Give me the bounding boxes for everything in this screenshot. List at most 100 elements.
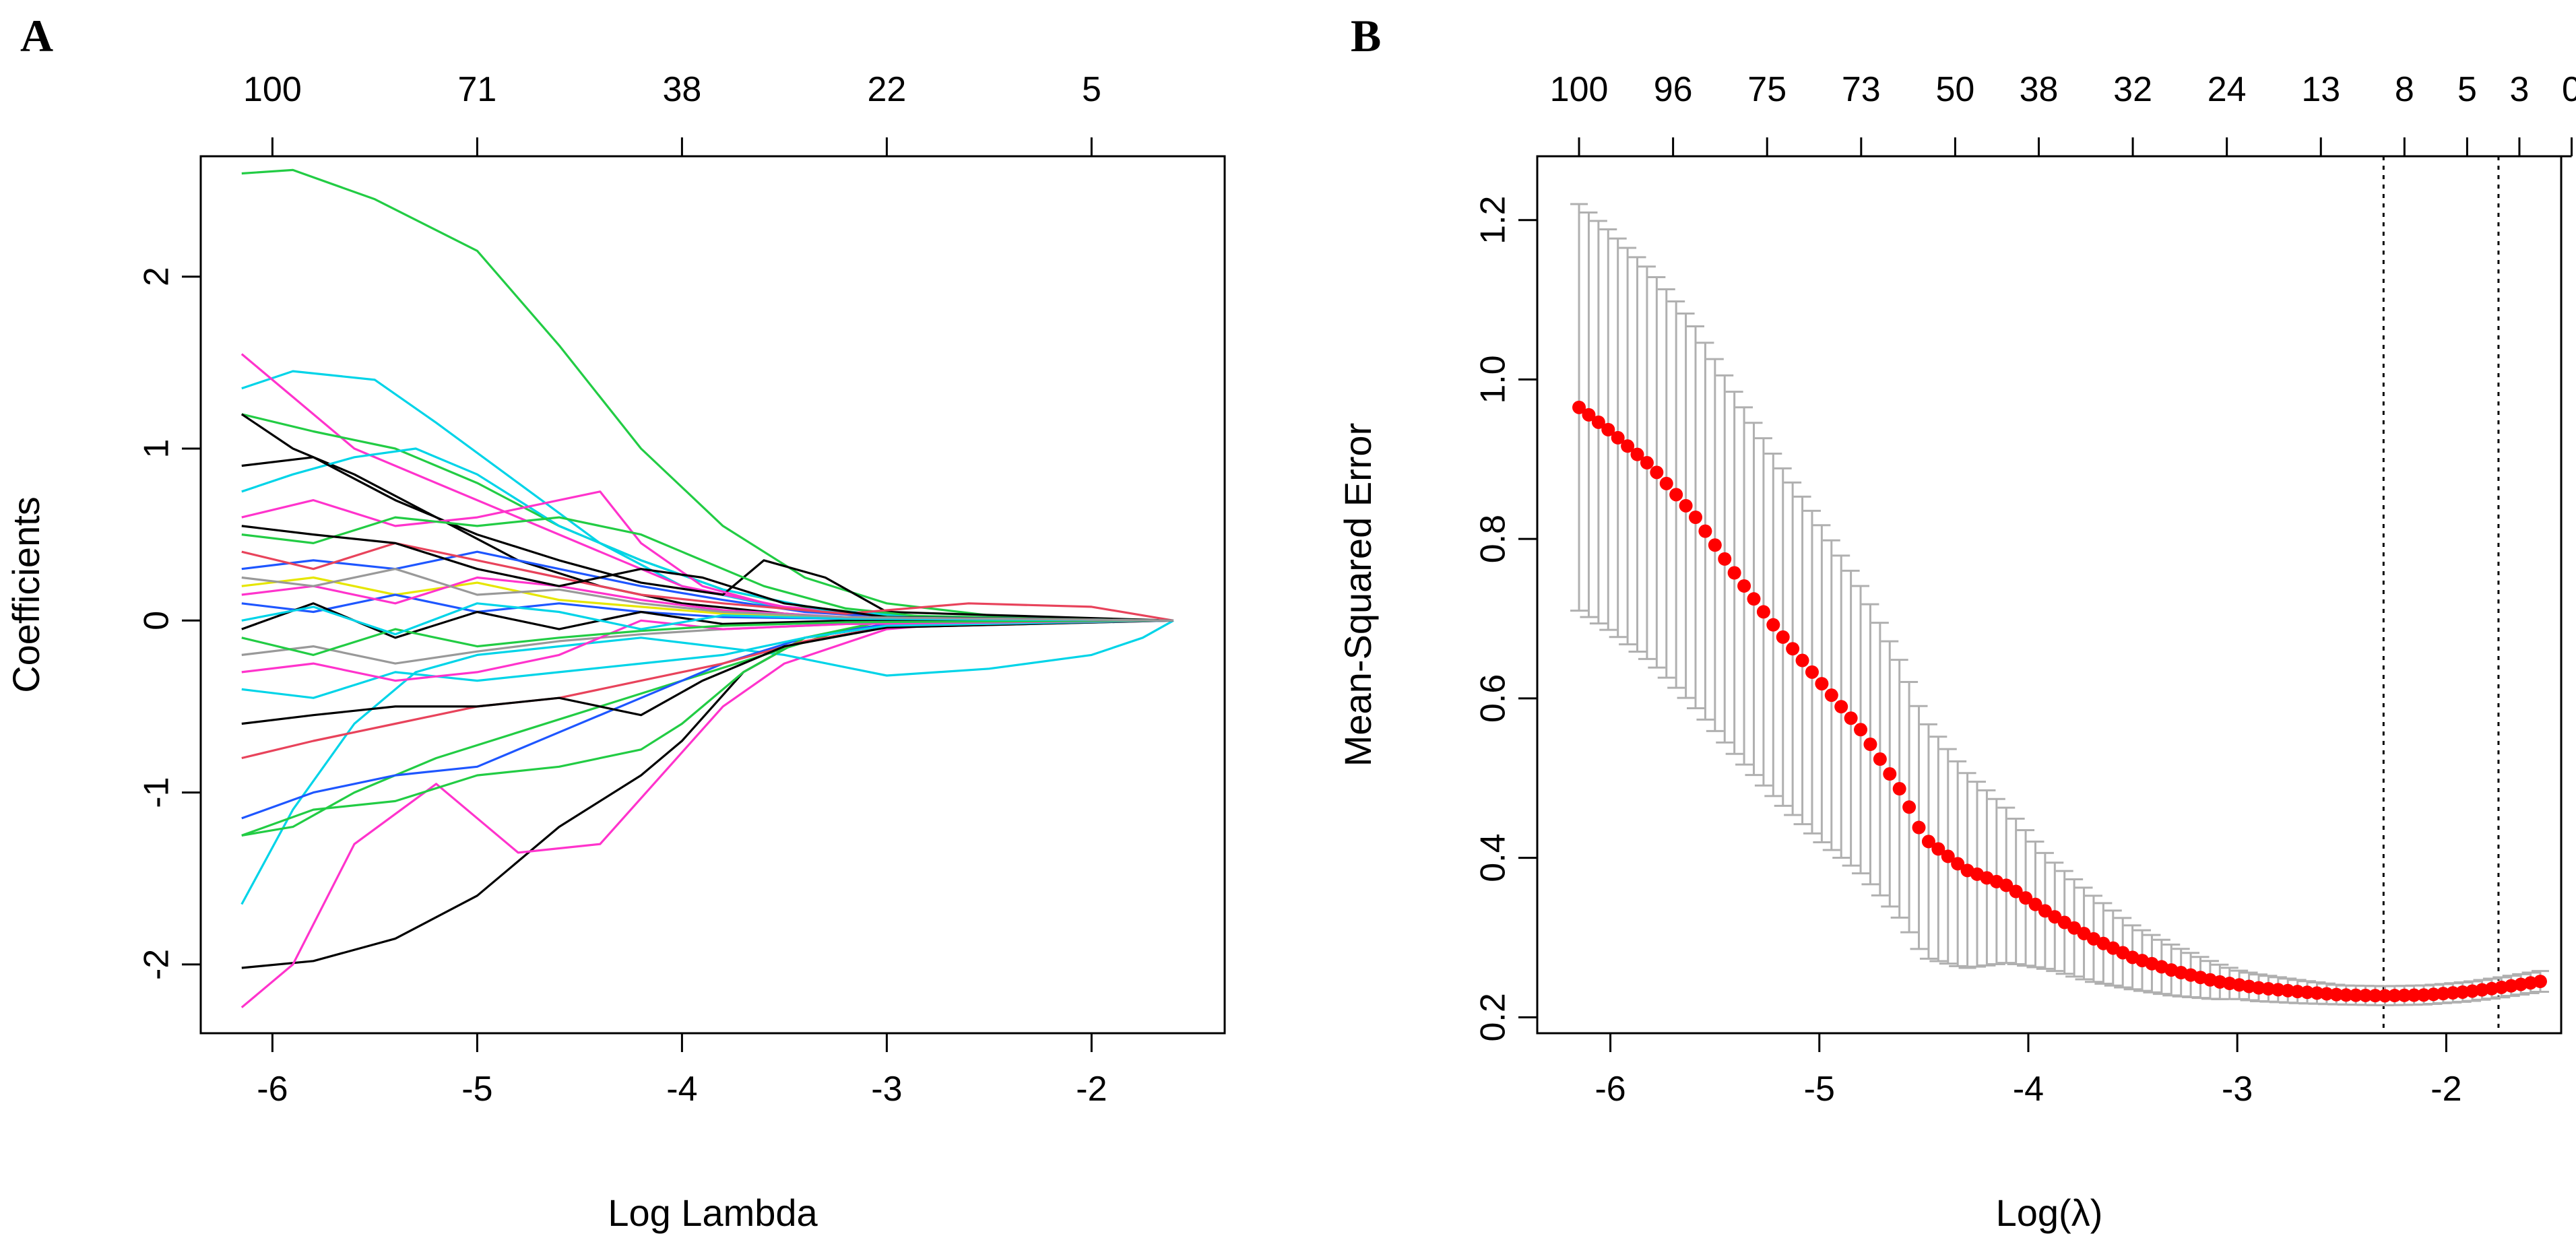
mse-point <box>1582 407 1596 422</box>
mse-point <box>1591 415 1605 429</box>
mse-points <box>1572 400 2547 1003</box>
mse-point <box>2378 989 2392 1003</box>
mse-point <box>2533 975 2547 989</box>
coefficient-path <box>241 542 1174 622</box>
y-tick-label: 0.8 <box>1474 515 1513 563</box>
panel-letter-a: A <box>20 10 53 61</box>
mse-point <box>2397 988 2412 1002</box>
mse-point <box>1795 653 1809 667</box>
mse-point <box>2358 988 2373 1002</box>
mse-point <box>1572 400 1586 414</box>
mse-point <box>1669 488 1683 502</box>
y-tick-label: 0.2 <box>1474 993 1513 1041</box>
mse-point <box>1892 782 1906 796</box>
mse-point <box>1756 605 1770 619</box>
mse-point <box>1931 842 1945 856</box>
mse-point <box>1650 465 1664 480</box>
top-tick-label: 100 <box>1550 70 1609 109</box>
mse-point <box>1659 476 1673 490</box>
mse-point <box>1718 552 1732 566</box>
coefficient-path <box>241 619 1174 682</box>
y-tick-label: 1.2 <box>1474 196 1513 244</box>
x-tick-label: -6 <box>1595 1070 1625 1109</box>
panel-b: B -6 -5 -4 -3 -2 0.2 0.4 0.6 0.8 1.0 1.2 100 96 75 7… <box>1337 10 2576 1234</box>
x-tick-label: -4 <box>666 1070 697 1109</box>
y-tick-label: 1.0 <box>1474 355 1513 403</box>
mse-point <box>2251 981 2265 995</box>
y-tick-label: 2 <box>137 267 176 286</box>
x-axis-title-b: Log(λ) <box>1996 1192 2103 1234</box>
coefficient-path <box>241 168 1174 622</box>
coefficient-path <box>241 619 1174 725</box>
mse-point <box>2271 983 2285 997</box>
mse-point <box>2417 988 2431 1002</box>
left-axis-b: 0.2 0.4 0.6 0.8 1.0 1.2 <box>1474 196 1539 1041</box>
x-tick-label: -3 <box>871 1070 902 1109</box>
x-tick-label: -5 <box>461 1070 492 1109</box>
top-tick-label: 0 <box>2562 70 2576 109</box>
coefficient-path <box>241 456 1174 622</box>
mse-point <box>2009 884 2023 899</box>
top-tick-label: 75 <box>1747 70 1786 109</box>
top-tick-label: 13 <box>2301 70 2340 109</box>
top-tick-label: 8 <box>2395 70 2414 109</box>
coefficient-path <box>240 353 1173 622</box>
coefficient-path <box>241 619 1174 820</box>
coefficient-path <box>241 568 1174 622</box>
top-tick-label: 71 <box>457 70 496 109</box>
mse-point <box>1951 857 1965 871</box>
coefficient-path <box>241 619 1173 837</box>
coefficient-path <box>241 413 1174 622</box>
top-tick-label: 38 <box>662 70 701 109</box>
mse-point <box>1689 510 1703 524</box>
mse-point <box>2261 981 2276 996</box>
mse-point <box>2407 988 2421 1002</box>
y-tick-label: 0 <box>137 611 176 630</box>
y-tick-label: 1 <box>137 439 176 459</box>
mse-point <box>1912 820 1926 835</box>
top-tick-label: 38 <box>2020 70 2059 109</box>
mse-point <box>1834 700 1848 714</box>
mse-point <box>1747 592 1761 606</box>
panel-letter-b: B <box>1351 10 1381 61</box>
error-bars <box>1570 203 2549 1007</box>
top-tick-label: 5 <box>1082 70 1101 109</box>
mse-point <box>1727 566 1741 580</box>
mse-point <box>2368 989 2382 1003</box>
coefficient-path <box>241 525 1174 622</box>
x-tick-label: -2 <box>2430 1070 2461 1109</box>
top-tick-label: 50 <box>1935 70 1974 109</box>
mse-point <box>1999 878 2014 892</box>
mse-point <box>1863 738 1877 752</box>
top-tick-label: 96 <box>1654 70 1693 109</box>
mse-point <box>1873 752 1887 766</box>
coefficient-path <box>241 619 1174 760</box>
top-tick-label: 73 <box>1842 70 1881 109</box>
mse-point <box>1679 498 1693 513</box>
mse-point <box>2019 891 2033 905</box>
top-tick-label: 22 <box>867 70 906 109</box>
y-tick-label: 0.4 <box>1474 833 1513 882</box>
mse-point <box>1941 849 1955 863</box>
coefficient-path <box>241 602 1173 639</box>
mse-point <box>1805 665 1819 679</box>
y-axis-title-a: Coefficients <box>5 496 47 693</box>
mse-point <box>1902 800 1917 814</box>
mse-point <box>2300 985 2315 1000</box>
x-tick-label: -2 <box>1076 1070 1107 1109</box>
mse-point <box>2310 986 2324 1000</box>
mse-point <box>2426 987 2441 1002</box>
mse-point <box>2038 904 2052 918</box>
mse-point <box>2281 983 2295 998</box>
top-tick-label: 32 <box>2113 70 2152 109</box>
mse-point <box>2329 987 2344 1002</box>
mse-point <box>1630 447 1644 461</box>
y-axis-title-b: Mean-Squared Error <box>1337 423 1379 766</box>
coefficient-paths <box>240 168 1174 1008</box>
bottom-axis-a: -6 -5 -4 -3 -2 <box>257 1032 1107 1109</box>
top-tick-label: 3 <box>2509 70 2529 109</box>
mse-point <box>2446 986 2460 1000</box>
coefficient-path <box>241 602 1174 636</box>
y-tick-label: -2 <box>137 949 176 980</box>
